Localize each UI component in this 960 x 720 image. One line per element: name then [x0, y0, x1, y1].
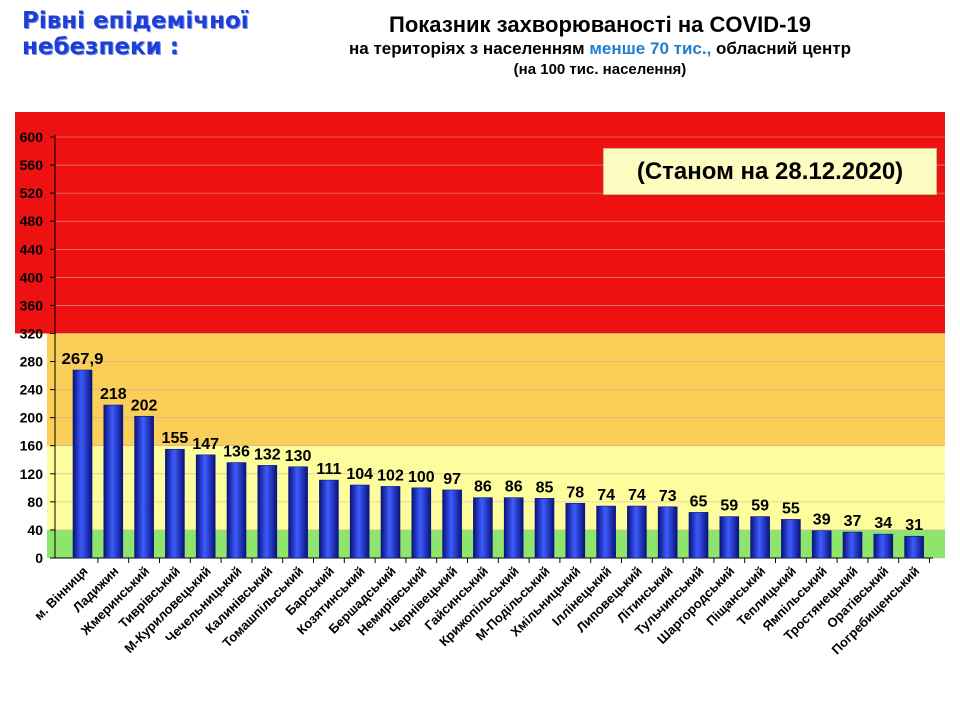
bar	[195, 454, 216, 559]
bar	[904, 535, 924, 559]
y-tick-label: 160	[20, 438, 44, 454]
y-tick-label: 600	[20, 129, 44, 145]
data-label: 97	[443, 471, 461, 488]
data-label: 132	[254, 446, 281, 463]
y-tick-label: 200	[20, 410, 44, 426]
zone-red	[15, 112, 945, 334]
data-label: 102	[377, 467, 404, 484]
y-tick-label: 400	[20, 269, 44, 285]
data-label: 74	[628, 487, 646, 504]
data-label: 202	[131, 397, 158, 414]
y-tick-label: 360	[20, 297, 44, 313]
data-label: 86	[505, 479, 523, 496]
data-label: 55	[782, 500, 800, 517]
bar	[288, 466, 308, 559]
y-tick-label: 40	[27, 522, 43, 538]
data-label: 267,9	[62, 351, 104, 368]
data-label: 31	[905, 517, 923, 534]
bar	[134, 415, 154, 559]
bar	[873, 533, 894, 559]
bar	[411, 487, 432, 559]
y-tick-label: 280	[20, 354, 44, 370]
y-tick-label: 520	[20, 185, 44, 201]
data-label: 59	[720, 498, 738, 515]
data-label: 100	[408, 469, 435, 486]
bar	[534, 498, 555, 559]
data-label: 65	[690, 493, 708, 510]
bar	[503, 497, 524, 559]
data-label: 111	[316, 461, 341, 478]
title-line-2-suffix: обласний центр	[711, 39, 851, 58]
title-line-2-highlight: менше 70 тис.,	[589, 39, 712, 58]
bar	[473, 497, 493, 559]
bar	[688, 512, 709, 559]
bar	[750, 516, 770, 559]
y-tick-label: 0	[35, 550, 43, 566]
bar	[811, 530, 832, 559]
y-tick-label: 480	[20, 213, 44, 229]
bar	[380, 486, 401, 559]
data-label: 78	[566, 484, 584, 501]
y-tick-label: 320	[20, 325, 44, 341]
data-label: 34	[874, 515, 892, 532]
y-tick-label: 240	[20, 382, 44, 398]
bar	[627, 505, 647, 559]
y-tick-label: 560	[20, 157, 44, 173]
bar	[565, 502, 586, 559]
data-label: 136	[223, 444, 250, 461]
data-label: 147	[192, 436, 219, 453]
bar	[442, 489, 462, 559]
bar	[657, 506, 678, 559]
data-label: 74	[597, 487, 615, 504]
bar	[226, 462, 247, 559]
y-tick-label: 80	[27, 494, 43, 510]
bar	[257, 465, 278, 559]
title-line-2-prefix: на територіях з населенням	[349, 39, 590, 58]
data-label: 130	[285, 448, 312, 465]
y-tick-label: 120	[20, 466, 44, 482]
chart-title: Показник захворюваності на COVID-19 на т…	[250, 12, 950, 80]
title-line-2: на територіях з населенням менше 70 тис.…	[250, 38, 950, 60]
data-label: 86	[474, 479, 492, 496]
title-line-3: (на 100 тис. населення)	[513, 61, 687, 78]
data-label: 37	[844, 513, 862, 530]
data-label: 85	[536, 479, 554, 496]
data-label: 104	[346, 466, 373, 483]
data-label: 218	[100, 386, 127, 403]
data-label: 39	[813, 512, 831, 529]
data-label: 155	[162, 430, 189, 447]
legend-title: Рівні епідемічної небезпеки :	[22, 8, 249, 60]
data-label: 73	[659, 488, 677, 505]
y-tick-label: 440	[20, 241, 44, 257]
bar	[319, 479, 339, 559]
bar	[719, 516, 740, 559]
title-line-1: Показник захворюваності на COVID-19	[389, 12, 811, 37]
bar	[842, 531, 863, 559]
data-label: 59	[751, 498, 769, 515]
bar	[781, 519, 801, 559]
bar	[596, 505, 616, 559]
bar	[349, 484, 370, 559]
bar	[72, 369, 93, 559]
date-label: (Станом на 28.12.2020)	[603, 148, 937, 195]
bar	[165, 448, 185, 559]
bar	[103, 404, 124, 559]
